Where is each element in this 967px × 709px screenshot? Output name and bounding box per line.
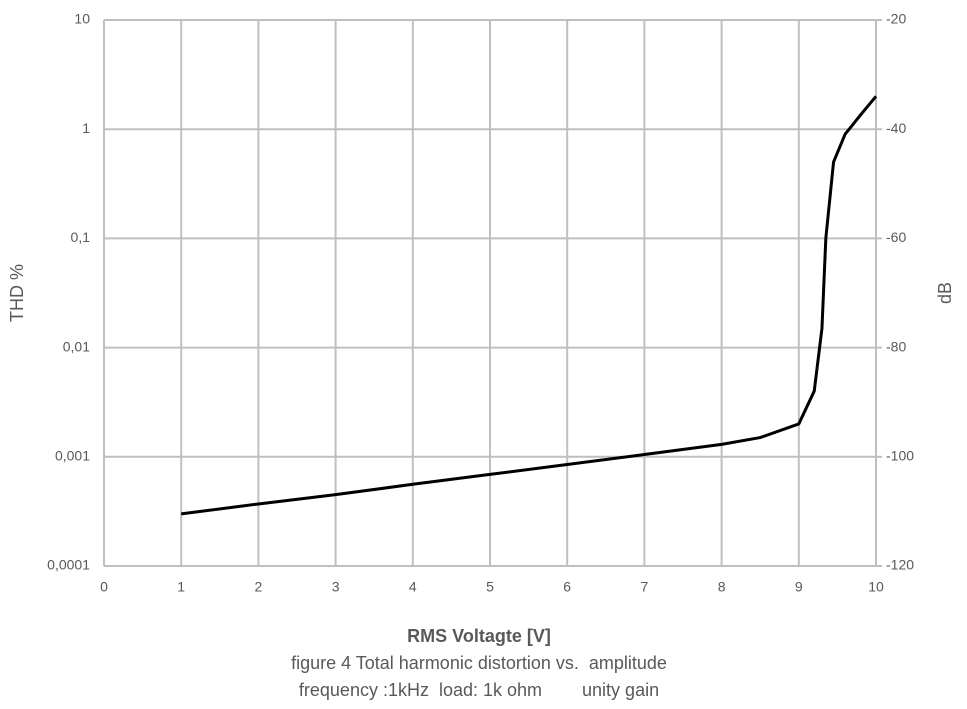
y-tick-label: 0,01 [63, 338, 90, 354]
x-tick-label: 4 [409, 579, 417, 595]
x-tick-label: 2 [255, 579, 263, 595]
y2-tick-label: -20 [886, 11, 906, 27]
x-tick-label: 10 [868, 579, 884, 595]
y-tick-label: 10 [74, 11, 90, 27]
x-axis-label: RMS Voltagte [V] [407, 626, 551, 646]
y2-tick-label: -120 [886, 557, 914, 573]
y2-tick-label: -80 [886, 338, 906, 354]
y2-tick-label: -40 [886, 120, 906, 136]
y-tick-label: 0,0001 [47, 557, 90, 573]
x-tick-label: 3 [332, 579, 340, 595]
x-tick-label: 0 [100, 579, 108, 595]
caption: frequency :1kHz load: 1k ohm unity gain [299, 680, 659, 700]
y2-axis-label: dB [935, 282, 955, 304]
y-tick-label: 1 [82, 120, 90, 136]
x-tick-label: 6 [563, 579, 571, 595]
x-tick-label: 5 [486, 579, 494, 595]
x-tick-label: 1 [177, 579, 185, 595]
y2-tick-label: -100 [886, 448, 914, 464]
caption: figure 4 Total harmonic distortion vs. a… [291, 653, 667, 673]
y2-tick-label: -60 [886, 229, 906, 245]
x-tick-label: 8 [718, 579, 726, 595]
y-tick-label: 0,1 [71, 229, 91, 245]
data-line [181, 95, 878, 516]
y-tick-label: 0,001 [55, 448, 90, 464]
x-tick-label: 9 [795, 579, 803, 595]
x-tick-label: 7 [641, 579, 649, 595]
y-axis-label: THD % [7, 264, 27, 322]
